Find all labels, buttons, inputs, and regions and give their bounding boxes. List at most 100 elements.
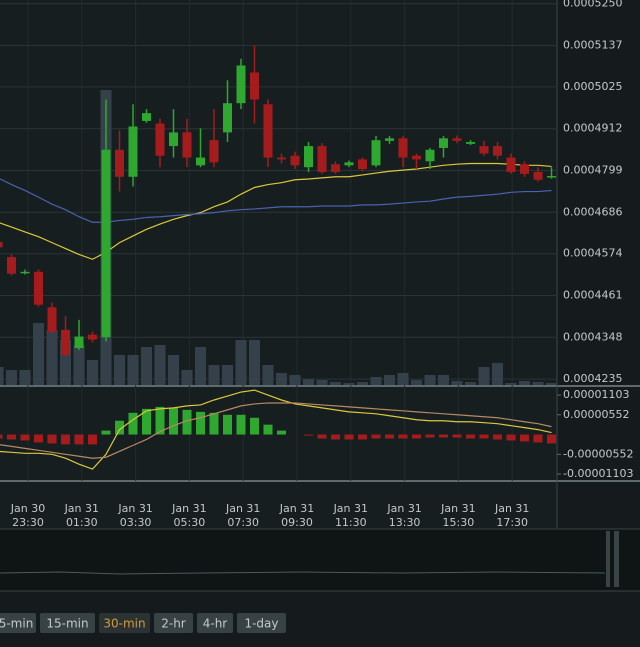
candle-body [20,271,30,274]
candle-body [398,138,408,158]
macd-tick-label: 0.00001103 [563,388,629,401]
volume-bar [46,330,58,385]
interval-button-label: 1-day [244,617,278,631]
candle-body [506,157,516,172]
macd-bar [34,434,43,443]
candle-body [331,164,340,172]
macd-bar [317,434,327,439]
volume-bar [303,379,314,385]
candle-body [142,113,151,121]
macd-bar [344,434,354,440]
macd-bar [20,434,30,441]
candle-body [344,162,354,166]
x-tick-date: Jan 31 [494,502,529,515]
macd-tick-label: 0.00000552 [563,408,629,421]
y-tick-label: 0.0004235 [563,372,623,385]
macd-bar [452,434,462,438]
x-tick-date: Jan 31 [171,502,206,515]
x-tick-date: Jan 31 [64,502,99,515]
x-tick-time: 13:30 [389,516,421,529]
x-tick-date: Jan 31 [333,502,368,515]
macd-bar [0,434,3,439]
candle-body [358,159,367,170]
macd-bar [547,434,556,444]
interval-button[interactable]: 2-hr [154,613,193,633]
volume-bar [262,365,274,385]
volume-bar [127,355,139,385]
x-tick-date: Jan 30 [10,502,45,515]
y-tick-label: 0.0005137 [563,38,623,51]
volume-bar [168,355,179,385]
interval-button[interactable]: 4-hr [197,613,233,633]
interval-button-label: 15-min [46,617,88,631]
volume-bar [222,365,233,385]
x-tick-time: 05:30 [174,516,206,529]
y-tick-label: 0.0004461 [563,288,623,301]
x-tick-time: 01:30 [66,516,98,529]
x-tick-time: 17:30 [496,516,528,529]
volume-bar [357,382,368,385]
volume-bar [492,363,503,385]
macd-bar [74,434,84,445]
x-tick-time: 07:30 [227,516,259,529]
macd-bar [128,412,138,435]
macd-bar [398,434,408,439]
candle-body [466,142,475,144]
candle-body [236,65,246,104]
macd-bar [7,434,16,440]
interval-button-bg [40,613,95,633]
volume-bar [87,360,98,385]
macd-bar [479,434,489,439]
interval-button[interactable]: 30-min [99,613,150,633]
macd-bar [196,411,205,435]
volume-bar [73,345,85,385]
candle-body [47,307,57,332]
macd-tick-label: -0.00001103 [563,467,633,480]
interval-button[interactable]: 1-day [237,613,286,633]
plot-area [0,0,557,528]
volume-bar [532,382,544,385]
candle-body [520,164,529,174]
volume-bar [370,377,382,385]
x-tick-time: 03:30 [120,516,152,529]
macd-bar [412,434,421,439]
volume-bar [33,323,44,385]
navigator-handle [614,531,619,587]
macd-bar [182,409,192,435]
macd-bar [493,434,502,440]
volume-bar [235,340,247,385]
volume-bar [478,367,490,385]
candle-body [7,257,16,274]
macd-bar [263,424,273,435]
interval-button-bg [197,613,233,633]
candle-body [385,138,394,141]
navigator-line [0,571,606,575]
interval-button-bg [99,613,150,633]
interval-button-bg [237,613,286,633]
macd-bar [385,434,394,439]
macd-bar [371,434,381,439]
volume-bar [0,367,4,385]
x-tick-date: Jan 31 [279,502,314,515]
candle-body [412,155,421,160]
candle-body [479,146,489,154]
interval-button[interactable]: 5-min [0,613,36,633]
volume-bar [249,340,260,385]
candle-body [88,334,97,340]
volume-bar [424,375,436,385]
macd-bar [506,434,516,441]
macd-tick-label: -0.00000552 [563,447,633,460]
candle-body [223,103,232,133]
macd-line [0,389,552,470]
macd-bar [520,434,529,442]
volume-bar [181,370,193,385]
x-tick-date: Jan 31 [386,502,421,515]
y-tick-label: 0.0004912 [563,122,623,135]
macd-bar [439,434,448,438]
x-tick-date: Jan 31 [440,502,475,515]
volume-bar [343,383,355,385]
interval-button[interactable]: 15-min [40,613,95,633]
macd-bar [142,408,151,435]
macd-bar [115,420,124,435]
interval-button-label: 4-hr [203,617,228,631]
